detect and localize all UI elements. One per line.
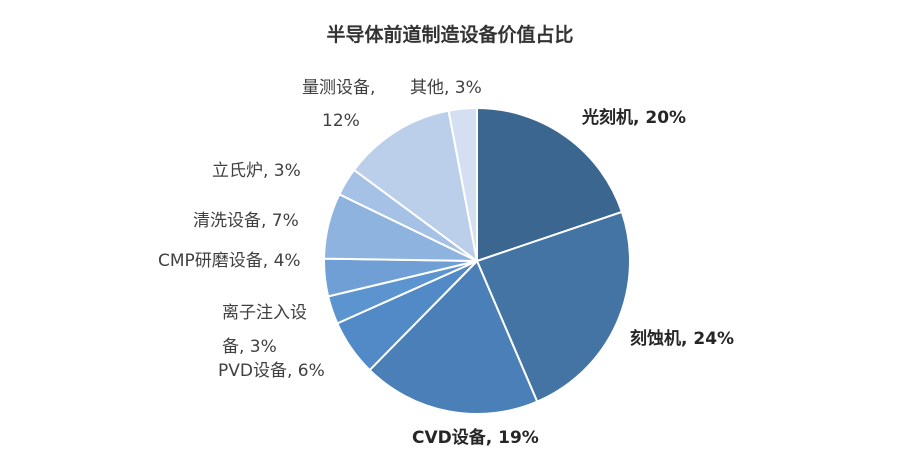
slice-label-6: CMP研磨设备, 4% xyxy=(158,251,301,271)
slice-label-10: 其他, 3% xyxy=(410,78,482,98)
slice-label-9: 量测设备, 12% xyxy=(302,78,375,131)
pie-slice-9 xyxy=(352,109,479,264)
slice-label-1: 光刻机, 20% xyxy=(581,107,686,128)
pie-slice-1 xyxy=(476,106,624,263)
slice-label-4: PVD设备, 6% xyxy=(218,361,325,381)
pie-slice-3 xyxy=(368,259,539,415)
slice-label-7: 清洗设备, 7% xyxy=(193,211,299,231)
slice-label-2: 刻蚀机, 24% xyxy=(630,328,734,349)
slice-label-3: CVD设备, 19% xyxy=(412,427,539,448)
slice-label-8: 立氏炉, 3% xyxy=(212,161,301,181)
slice-label-5: 离子注入设备, 3% xyxy=(222,303,307,357)
pie-slice-2 xyxy=(475,210,631,403)
pie-slice-10 xyxy=(447,106,478,262)
chart-title: 半导体前道制造设备价值占比 xyxy=(326,24,574,46)
